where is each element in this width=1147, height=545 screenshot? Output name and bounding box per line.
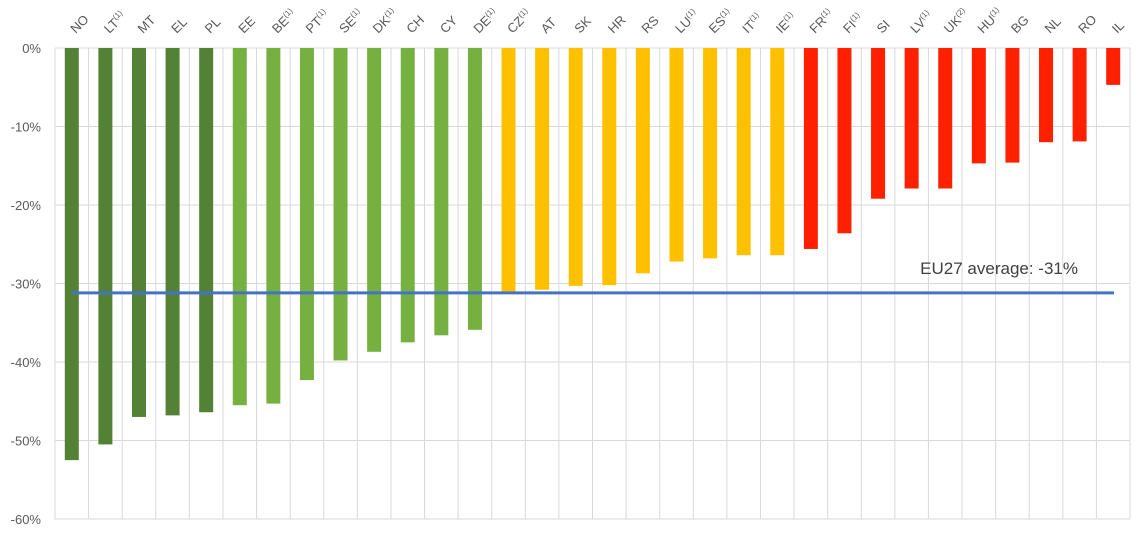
- category-label-it: IT(1): [739, 10, 765, 36]
- category-label-il: IL: [1109, 18, 1127, 36]
- category-label-uk: UK(2): [941, 6, 972, 37]
- bar-se: [333, 48, 348, 361]
- category-label-ee: EE: [235, 13, 258, 36]
- bar-be: [266, 48, 281, 404]
- bar-ch: [400, 48, 415, 343]
- category-label-sk: SK: [571, 13, 594, 36]
- bar-ie: [770, 48, 785, 256]
- y-tick-label: 0%: [22, 41, 41, 56]
- category-label-ie: IE(1): [773, 10, 799, 36]
- bar-ro: [1072, 48, 1087, 142]
- grid-layer: [54, 47, 1131, 520]
- y-tick-label: -10%: [11, 120, 42, 135]
- bar-hr: [602, 48, 617, 286]
- bar-cy: [434, 48, 449, 336]
- category-label-rs: RS: [638, 13, 662, 37]
- y-tick-label: -50%: [11, 434, 42, 449]
- bar-lt: [98, 48, 113, 445]
- category-label-be: BE(1): [269, 6, 299, 36]
- bar-el: [165, 48, 180, 416]
- bar-mt: [131, 48, 146, 417]
- y-tick-label: -20%: [11, 198, 42, 213]
- category-label-nl: NL: [1042, 14, 1064, 36]
- bar-cz: [501, 48, 516, 293]
- bar-sk: [568, 48, 583, 286]
- bar-dk: [367, 48, 382, 352]
- bar-hu: [971, 48, 986, 164]
- bar-it: [736, 48, 751, 256]
- category-label-pl: PL: [202, 14, 224, 36]
- bar-ee: [232, 48, 247, 406]
- category-label-ro: RO: [1075, 12, 1099, 36]
- bar-es: [703, 48, 718, 259]
- reference-line-group: EU27 average: -31%: [71, 259, 1114, 295]
- bar-no: [64, 48, 79, 461]
- bar-lu: [669, 48, 684, 262]
- bars: [64, 48, 1121, 461]
- category-label-fi: FI(1): [840, 10, 866, 36]
- category-label-no: NO: [67, 12, 91, 36]
- y-axis: 0% -10% -20% -30% -40% -50% -60%: [11, 41, 42, 527]
- bar-pt: [299, 48, 314, 381]
- eu27-average-label: EU27 average: -31%: [920, 259, 1078, 278]
- category-label-lu: LU(1): [672, 7, 702, 37]
- bar-nl: [1039, 48, 1054, 143]
- bar-fr: [803, 48, 818, 249]
- bar-pl: [199, 48, 214, 413]
- category-label-fr: FR(1): [806, 6, 836, 36]
- bar-si: [871, 48, 886, 199]
- category-label-si: SI: [874, 17, 893, 36]
- y-tick-label: -30%: [11, 277, 42, 292]
- category-label-hu: HU(1): [974, 5, 1005, 36]
- category-label-pt: PT(1): [302, 7, 332, 37]
- category-label-dk: DK(1): [370, 6, 401, 37]
- category-label-lv: LV(1): [907, 8, 935, 36]
- bar-de: [467, 48, 482, 330]
- category-label-cy: CY: [437, 13, 461, 37]
- bar-uk: [938, 48, 953, 189]
- y-tick-label: -60%: [11, 512, 42, 527]
- category-axis: NO LT(1) MT EL PL EE BE(1)PT(1) SE(1) DK(1) CH CY D…: [67, 5, 1127, 36]
- category-label-el: EL: [168, 14, 190, 36]
- bar-fi: [837, 48, 852, 234]
- category-label-es: ES(1): [706, 6, 736, 36]
- category-label-de: DE(1): [470, 6, 501, 37]
- category-label-hr: HR: [605, 12, 629, 36]
- category-label-mt: MT: [134, 12, 158, 36]
- bar-at: [535, 48, 550, 290]
- category-label-at: AT: [538, 14, 560, 36]
- category-label-ch: CH: [403, 12, 427, 36]
- y-tick-label: -40%: [11, 355, 42, 370]
- bar-bg: [1005, 48, 1020, 163]
- category-label-cz: CZ(1): [504, 6, 534, 36]
- bar-lv: [904, 48, 919, 189]
- category-label-bg: BG: [1008, 12, 1032, 36]
- category-label-se: SE(1): [336, 6, 366, 36]
- bar-rs: [635, 48, 650, 274]
- bar-il: [1106, 48, 1121, 85]
- category-label-lt: LT(1): [101, 8, 129, 36]
